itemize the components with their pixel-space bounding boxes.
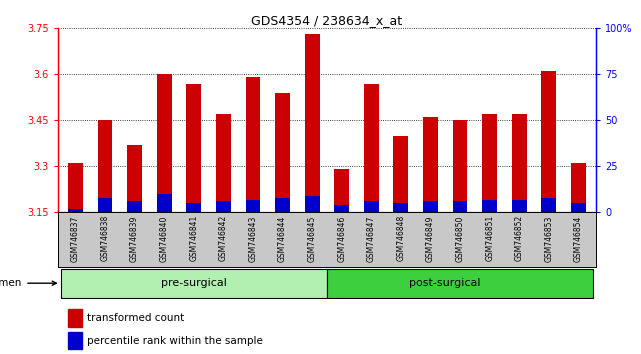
Text: post-surgical: post-surgical: [410, 278, 481, 288]
FancyBboxPatch shape: [61, 269, 327, 297]
Bar: [187, 84, 201, 203]
Bar: [304, 34, 319, 196]
Bar: [542, 71, 556, 198]
Text: GSM746849: GSM746849: [426, 215, 435, 262]
Bar: [127, 145, 142, 201]
Bar: [512, 114, 527, 200]
Bar: [571, 203, 586, 212]
Text: GSM746846: GSM746846: [337, 215, 346, 262]
Bar: [512, 200, 527, 212]
Text: GSM746838: GSM746838: [101, 215, 110, 261]
Bar: [246, 78, 260, 200]
Text: pre-surgical: pre-surgical: [161, 278, 227, 288]
Bar: [275, 93, 290, 198]
Bar: [542, 198, 556, 212]
Bar: [246, 200, 260, 212]
Bar: [216, 201, 231, 212]
Bar: [423, 201, 438, 212]
Bar: [187, 203, 201, 212]
Text: GSM746843: GSM746843: [249, 215, 258, 262]
Bar: [571, 163, 586, 203]
Bar: [364, 84, 379, 201]
Bar: [275, 198, 290, 212]
Bar: [68, 163, 83, 209]
Bar: [364, 201, 379, 212]
Text: percentile rank within the sample: percentile rank within the sample: [87, 336, 263, 346]
Bar: [127, 201, 142, 212]
Bar: [69, 332, 82, 349]
Bar: [97, 120, 112, 198]
Bar: [216, 114, 231, 201]
Text: transformed count: transformed count: [87, 313, 185, 323]
Text: GSM746842: GSM746842: [219, 215, 228, 261]
Bar: [394, 136, 408, 203]
Text: GSM746844: GSM746844: [278, 215, 287, 262]
Bar: [482, 200, 497, 212]
Text: GSM746848: GSM746848: [396, 215, 405, 261]
Text: GSM746845: GSM746845: [308, 215, 317, 262]
Bar: [335, 170, 349, 205]
Bar: [68, 209, 83, 212]
Title: GDS4354 / 238634_x_at: GDS4354 / 238634_x_at: [251, 14, 403, 27]
Text: GSM746852: GSM746852: [515, 215, 524, 261]
Text: GSM746839: GSM746839: [130, 215, 139, 262]
Text: GSM746847: GSM746847: [367, 215, 376, 262]
Bar: [482, 114, 497, 200]
Text: GSM746837: GSM746837: [71, 215, 80, 262]
FancyBboxPatch shape: [327, 269, 593, 297]
Bar: [304, 196, 319, 212]
Bar: [453, 120, 467, 201]
Text: specimen: specimen: [0, 278, 56, 288]
Bar: [157, 194, 172, 212]
Bar: [423, 117, 438, 201]
Text: GSM746853: GSM746853: [544, 215, 553, 262]
Text: GSM746850: GSM746850: [456, 215, 465, 262]
Text: GSM746851: GSM746851: [485, 215, 494, 261]
Text: GSM746840: GSM746840: [160, 215, 169, 262]
Bar: [157, 74, 172, 194]
Text: GSM746854: GSM746854: [574, 215, 583, 262]
Text: GSM746841: GSM746841: [189, 215, 198, 261]
Bar: [453, 201, 467, 212]
Bar: [97, 198, 112, 212]
Bar: [394, 203, 408, 212]
Bar: [335, 205, 349, 212]
Bar: [69, 309, 82, 327]
